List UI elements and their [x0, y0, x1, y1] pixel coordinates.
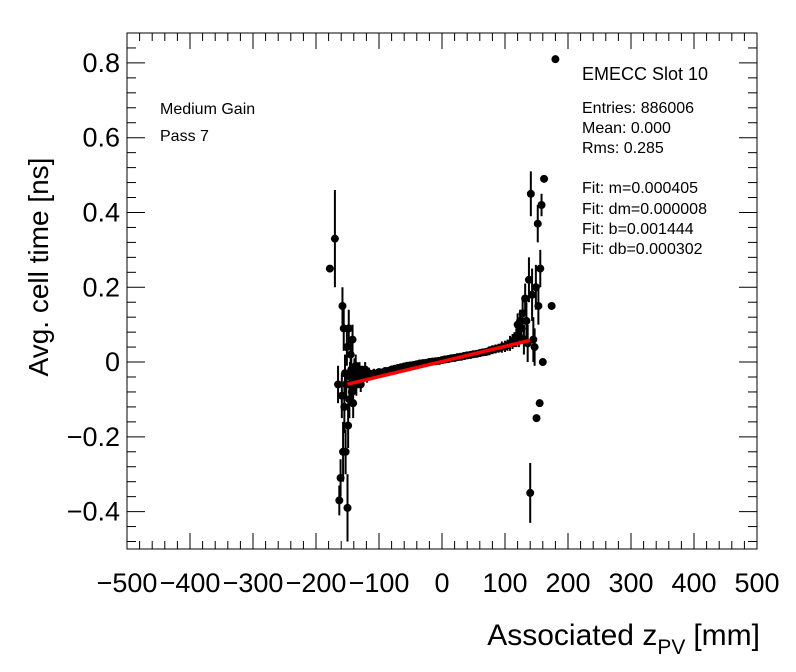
- gain-label: Medium Gain: [160, 101, 255, 118]
- data-point: [533, 219, 542, 228]
- data-point: [522, 316, 531, 325]
- x-tick-label: 0: [434, 568, 449, 598]
- data-point: [531, 283, 540, 292]
- data-point: [336, 473, 345, 482]
- fit-results: Fit: m=0.000405 Fit: dm=0.000008 Fit: b=…: [582, 180, 707, 258]
- data-point: [530, 343, 539, 352]
- pass-label: Pass 7: [160, 128, 209, 145]
- y-tick-label: 0: [105, 347, 120, 377]
- y-axis-label: Avg. cell time [ns]: [23, 158, 54, 377]
- data-point: [337, 391, 346, 400]
- data-point: [521, 294, 530, 303]
- x-axis-label-unit: [mm]: [693, 619, 760, 652]
- data-point: [526, 488, 535, 497]
- x-tick-label: −200: [286, 568, 347, 598]
- data-point: [524, 275, 533, 284]
- x-axis-label: Associated zPV [mm]: [487, 619, 760, 659]
- y-tick-label: −0.2: [67, 422, 120, 452]
- data-point: [516, 316, 525, 325]
- data-point: [347, 387, 356, 396]
- slot-label: EMECC Slot 10: [582, 64, 708, 84]
- data-point: [536, 264, 545, 273]
- data-point: [535, 399, 544, 408]
- data-point: [534, 301, 543, 310]
- data-point: [532, 414, 541, 423]
- y-tick-label: 0.6: [82, 123, 120, 153]
- x-axis-label-sub: PV: [657, 636, 685, 659]
- x-tick-label: 300: [608, 568, 653, 598]
- fit-m: Fit: m=0.000405: [582, 180, 698, 197]
- y-tick-label: 0.4: [82, 197, 120, 227]
- fit-line-group: [347, 338, 531, 386]
- x-tick-label: −500: [97, 568, 158, 598]
- data-point: [540, 174, 549, 183]
- y-tick-label: 0.8: [82, 48, 120, 78]
- data-point: [342, 343, 351, 352]
- data-point: [547, 301, 556, 310]
- data-point: [537, 201, 546, 209]
- x-tick-label: −100: [349, 568, 410, 598]
- data-point: [551, 55, 560, 64]
- data-point: [348, 335, 357, 344]
- data-point: [335, 496, 344, 505]
- fit-line: [347, 338, 531, 386]
- y-tick-label: 0.2: [82, 272, 120, 302]
- stats-box: Entries: 886006 Mean: 0.000 Rms: 0.285: [582, 100, 694, 157]
- data-point: [344, 324, 353, 333]
- error-bars: [333, 171, 543, 542]
- data-point: [325, 264, 334, 273]
- data-point: [343, 503, 352, 512]
- data-point: [526, 189, 535, 198]
- fit-db: Fit: db=0.000302: [582, 241, 703, 258]
- stats-entries: Entries: 886006: [582, 100, 694, 117]
- data-point: [538, 358, 547, 367]
- data-point: [346, 350, 355, 359]
- data-point: [341, 447, 350, 456]
- x-tick-label: 400: [671, 568, 716, 598]
- stats-rms: Rms: 0.285: [582, 140, 664, 157]
- fit-dm: Fit: dm=0.000008: [582, 201, 707, 218]
- data-point: [330, 234, 339, 243]
- x-tick-label: −400: [160, 568, 221, 598]
- x-tick-label: 100: [482, 568, 527, 598]
- data-point: [518, 309, 527, 318]
- x-tick-label: −300: [223, 568, 284, 598]
- tick-labels: −500 −400 −300 −200 −100 0 100 200 300 400 500 −0.4…: [67, 48, 780, 598]
- data-point: [529, 335, 538, 344]
- data-point: [528, 290, 537, 299]
- x-axis-label-main: Associated z: [487, 619, 657, 652]
- data-point: [349, 399, 358, 408]
- y-tick-label: −0.4: [67, 497, 120, 527]
- x-tick-label: 200: [545, 568, 590, 598]
- data-point: [338, 301, 347, 310]
- tick-marks: [126, 32, 758, 549]
- data-point: [334, 380, 343, 389]
- x-tick-label: 500: [734, 568, 779, 598]
- fit-b: Fit: b=0.001444: [582, 221, 694, 238]
- stats-mean: Mean: 0.000: [582, 120, 671, 137]
- data-point: [340, 402, 349, 411]
- data-point: [344, 421, 353, 430]
- data-point: [517, 324, 526, 333]
